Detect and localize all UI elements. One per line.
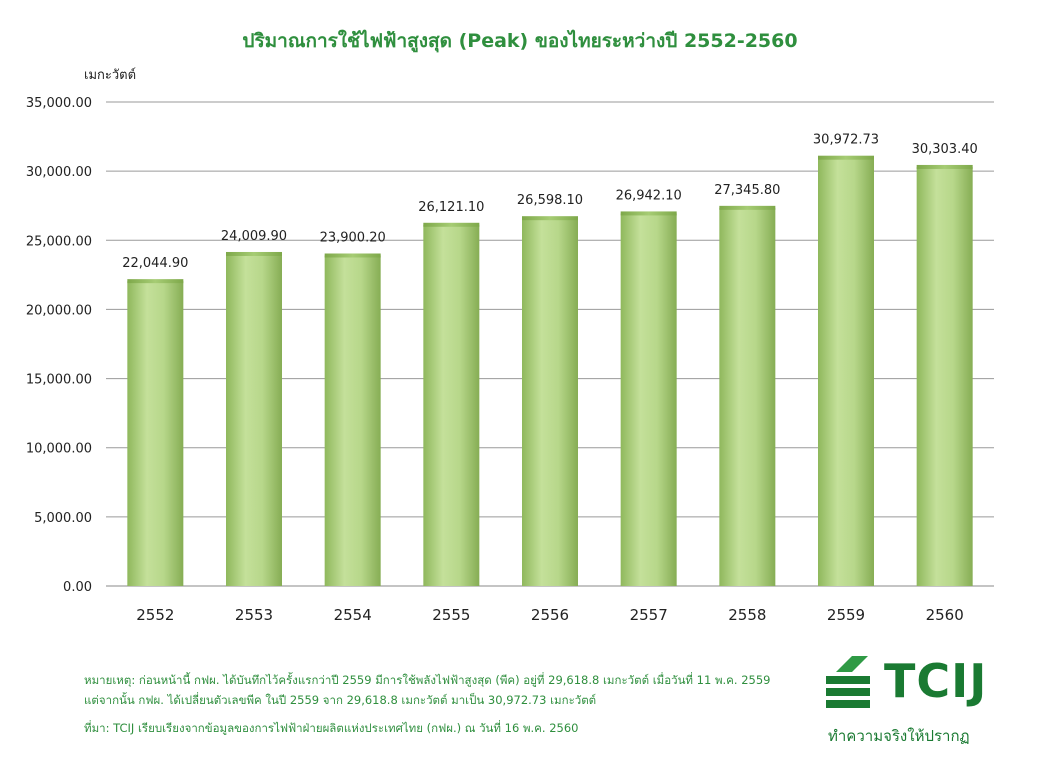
bar-cap: [719, 205, 776, 210]
bar: [719, 207, 776, 586]
note-line-2: แต่จากนั้น กฟผ. ได้เปลี่ยนตัวเลขพีค ในปี…: [84, 693, 597, 707]
y-tick-label: 15,000.00: [26, 373, 92, 388]
footnotes: หมายเหตุ: ก่อนหน้านี้ กฟผ. ได้บันทึกไว้ค…: [84, 670, 824, 738]
bar-chart: 0.00 5,000.00 10,000.00 15,000.00 20,000.00 2…: [26, 96, 994, 624]
y-tick-label: 0.00: [63, 580, 92, 595]
x-tick-label: 2553: [235, 606, 273, 624]
data-label: 30,303.40: [912, 142, 978, 157]
bar: [818, 157, 874, 586]
bar-cap: [522, 216, 578, 221]
bar-cap: [226, 251, 282, 256]
data-label: 26,598.10: [517, 193, 583, 208]
bar: [324, 255, 381, 586]
y-tick-label: 5,000.00: [34, 511, 92, 526]
data-label: 27,345.80: [714, 183, 780, 198]
bar-cap: [916, 164, 973, 169]
x-tick-label: 2556: [531, 606, 569, 624]
data-label: 30,972.73: [813, 133, 879, 148]
y-tick-label: 10,000.00: [26, 442, 92, 457]
note-line-1: หมายเหตุ: ก่อนหน้านี้ กฟผ. ได้บันทึกไว้ค…: [84, 673, 771, 687]
data-label: 24,009.90: [221, 229, 287, 244]
data-label: 26,121.10: [418, 200, 484, 215]
bar-cap: [127, 279, 184, 284]
data-label: 26,942.10: [616, 188, 682, 203]
chart-title: ปริมาณการใช้ไฟฟ้าสูงสุด (Peak) ของไทยระห…: [242, 30, 798, 52]
logo-wordmark: TCIJ: [884, 654, 988, 708]
bar-cap: [620, 211, 677, 216]
y-tick-label: 30,000.00: [26, 165, 92, 180]
bar: [620, 213, 677, 586]
bar-cap: [818, 155, 874, 160]
bar: [522, 218, 578, 586]
source-line: ที่มา: TCIJ เรียบเรียงจากข้อมูลของการไฟฟ…: [84, 721, 579, 735]
x-tick-label: 2555: [432, 606, 470, 624]
logo-tagline: ทำความจริงให้ปรากฏ: [828, 727, 970, 745]
x-tick-label: 2554: [334, 606, 372, 624]
y-tick-label: 20,000.00: [26, 303, 92, 318]
x-tick-label: 2558: [728, 606, 766, 624]
y-axis-unit-label: เมกะวัตต์: [84, 68, 137, 83]
bar: [127, 281, 184, 586]
data-label: 23,900.20: [320, 230, 386, 245]
bar-cap: [423, 222, 480, 227]
x-tick-label: 2559: [827, 606, 865, 624]
bar: [916, 166, 973, 586]
y-tick-label: 35,000.00: [26, 96, 92, 111]
data-label: 22,044.90: [122, 256, 188, 271]
y-tick-label: 25,000.00: [26, 234, 92, 249]
x-tick-label: 2560: [926, 606, 964, 624]
bar: [423, 224, 480, 586]
x-tick-label: 2552: [136, 606, 174, 624]
bar: [226, 253, 282, 586]
tcij-logo: TCIJ ทำความจริงให้ปรากฏ: [822, 652, 1022, 752]
tcij-logo-mark-icon: [826, 656, 870, 708]
x-tick-label: 2557: [630, 606, 668, 624]
bar-cap: [324, 253, 381, 258]
